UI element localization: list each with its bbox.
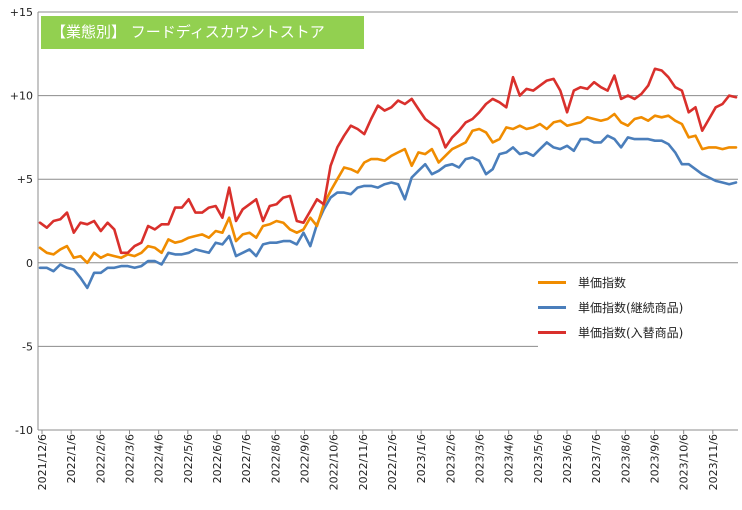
y-tick-label: +15 xyxy=(10,6,33,19)
series-line-2 xyxy=(38,67,738,255)
x-tick-label: 2023/4/6 xyxy=(503,434,516,483)
x-tick-label: 2023/10/6 xyxy=(678,434,691,490)
legend-label: 単価指数(入替商品) xyxy=(578,325,684,340)
x-tick-label: 2022/6/6 xyxy=(211,434,224,483)
x-tick-label: 2022/12/6 xyxy=(386,434,399,490)
x-tick-label: 2022/7/6 xyxy=(240,434,253,483)
series-line-1 xyxy=(38,134,738,290)
legend: 単価指数単価指数(継続商品) 単価指数(入替商品) xyxy=(538,268,738,348)
legend-item: 単価指数(入替商品) xyxy=(538,322,683,342)
y-tick-label: -10 xyxy=(15,424,33,437)
x-tick-label: 2022/11/6 xyxy=(357,434,370,490)
series-line-0 xyxy=(38,112,738,265)
x-tick-label: 2022/4/6 xyxy=(153,434,166,483)
x-tick-label: 2023/1/6 xyxy=(415,434,428,483)
x-tick-label: 2022/5/6 xyxy=(182,434,195,483)
x-tick-label: 2023/5/6 xyxy=(532,434,545,483)
legend-swatch xyxy=(538,330,566,334)
y-tick-label: -5 xyxy=(22,340,33,353)
y-tick-label: +5 xyxy=(17,173,33,186)
y-tick-label: +10 xyxy=(10,90,33,103)
x-tick-label: 2023/9/6 xyxy=(649,434,662,483)
legend-label: 単価指数(継続商品) xyxy=(578,300,684,315)
chart-title: 【業態別】 フードディスカウントストア xyxy=(41,16,364,49)
x-tick-label: 2021/12/6 xyxy=(36,434,49,490)
x-tick-label: 2023/2/6 xyxy=(444,434,457,483)
x-tick-label: 2023/7/6 xyxy=(590,434,603,483)
legend-item: 単価指数 xyxy=(538,272,626,292)
x-tick-label: 2022/8/6 xyxy=(269,434,282,483)
y-tick-label: 0 xyxy=(26,257,33,270)
x-tick-label: 2022/1/6 xyxy=(65,434,78,483)
x-tick-label: 2023/8/6 xyxy=(619,434,632,483)
series-lines xyxy=(38,67,738,290)
legend-item: 単価指数(継続商品) xyxy=(538,297,683,317)
y-axis: +15 +10 +5 0 -5 -10 xyxy=(10,6,39,437)
x-tick-label: 2023/6/6 xyxy=(561,434,574,483)
x-tick-label: 2023/11/6 xyxy=(707,434,720,490)
x-axis: 2021/12/6 2022/1/6 2022/2/6 2022/3/6 2022/4/… xyxy=(36,429,738,490)
legend-label: 単価指数 xyxy=(578,275,627,290)
legend-swatch xyxy=(538,280,566,284)
x-tick-label: 2022/9/6 xyxy=(299,434,312,483)
legend-swatch xyxy=(538,305,566,309)
x-tick-label: 2022/2/6 xyxy=(94,434,107,483)
x-tick-label: 2022/3/6 xyxy=(124,434,137,483)
x-tick-label: 2023/3/6 xyxy=(474,434,487,483)
x-tick-label: 2022/10/6 xyxy=(328,434,341,490)
